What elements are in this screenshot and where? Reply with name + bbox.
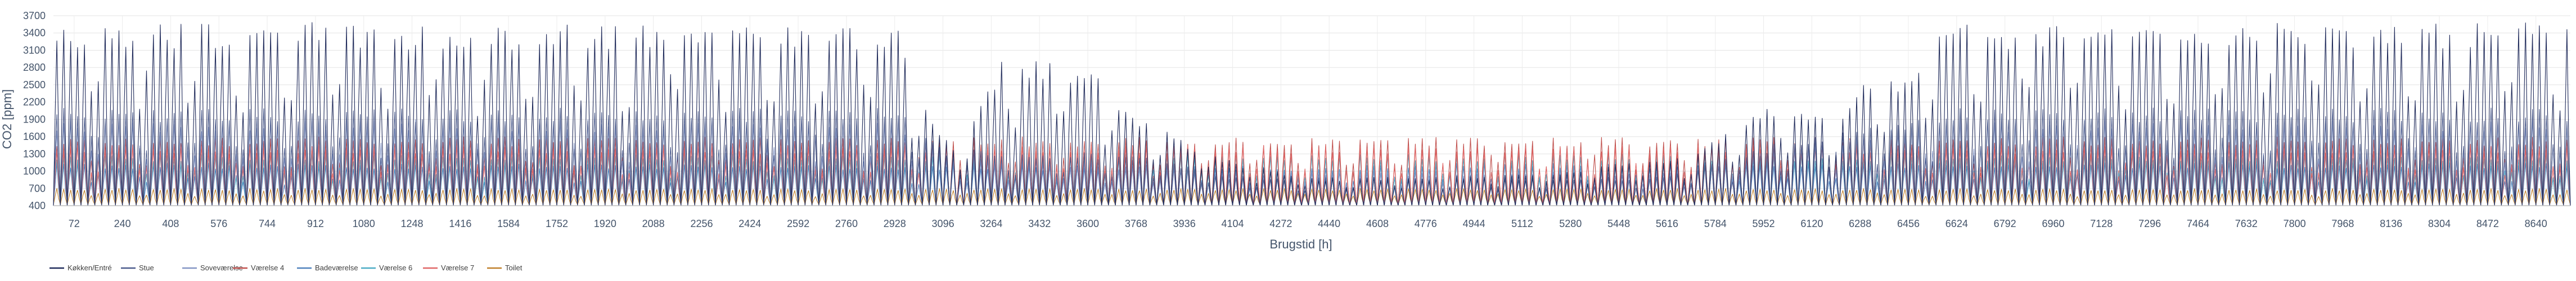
- x-tick-label-4: 744: [259, 218, 276, 229]
- x-tick-label-21: 3600: [1077, 218, 1099, 229]
- x-tick-label-15: 2592: [787, 218, 809, 229]
- x-tick-label-8: 1416: [449, 218, 471, 229]
- x-tick-label-31: 5280: [1559, 218, 1582, 229]
- x-tick-label-36: 6120: [1800, 218, 1823, 229]
- x-tick-label-45: 7632: [2235, 218, 2258, 229]
- y-tick-label-2: 1000: [23, 166, 46, 177]
- x-tick-label-46: 7800: [2284, 218, 2306, 229]
- legend-label-6: Værelse 7: [441, 264, 474, 272]
- y-tick-label-11: 3700: [23, 10, 46, 21]
- x-tick-label-43: 7296: [2138, 218, 2161, 229]
- x-tick-label-9: 1584: [497, 218, 520, 229]
- x-tick-label-49: 8304: [2428, 218, 2451, 229]
- x-tick-label-3: 576: [210, 218, 227, 229]
- x-tick-label-20: 3432: [1028, 218, 1051, 229]
- y-tick-labels: 400 700 1000 1300 1600 1900 2200 2500 2800 3100 34…: [23, 10, 46, 211]
- x-tick-label-41: 6960: [2042, 218, 2064, 229]
- x-tick-label-11: 1920: [594, 218, 616, 229]
- x-tick-label-1: 240: [114, 218, 131, 229]
- x-tick-label-39: 6624: [1945, 218, 1968, 229]
- y-tick-label-9: 3100: [23, 44, 46, 56]
- legend-label-3: Værelse 4: [251, 264, 284, 272]
- x-tick-label-32: 5448: [1607, 218, 1630, 229]
- x-tick-label-29: 4944: [1463, 218, 1485, 229]
- y-tick-label-6: 2200: [23, 97, 46, 108]
- legend-item-1: Stue: [121, 264, 154, 272]
- x-tick-label-34: 5784: [1704, 218, 1727, 229]
- legend-item-5: Værelse 6: [361, 264, 412, 272]
- x-tick-label-48: 8136: [2380, 218, 2402, 229]
- legend-item-0: Køkken/Entré: [49, 264, 112, 272]
- y-tick-label-0: 400: [29, 200, 46, 211]
- legend-item-4: Badeværelse: [297, 264, 358, 272]
- x-tick-label-5: 912: [307, 218, 324, 229]
- y-tick-label-5: 1900: [23, 114, 46, 125]
- series-line-0: [53, 22, 2571, 206]
- legend: Køkken/Entré Stue Soveværelse Værelse 4 Bade…: [49, 264, 523, 272]
- y-tick-label-7: 2500: [23, 79, 46, 90]
- x-tick-label-40: 6792: [1994, 218, 2016, 229]
- x-tick-label-2: 408: [162, 218, 179, 229]
- legend-label-7: Toilet: [505, 264, 523, 272]
- legend-label-2: Soveværelse: [200, 264, 243, 272]
- legend-label-5: Værelse 6: [379, 264, 412, 272]
- legend-item-3: Værelse 4: [233, 264, 284, 272]
- x-tick-label-12: 2088: [642, 218, 665, 229]
- x-tick-label-38: 6456: [1897, 218, 1920, 229]
- x-tick-label-35: 5952: [1753, 218, 1775, 229]
- y-axis-title: CO2 [ppm]: [0, 89, 14, 149]
- x-tick-label-0: 72: [69, 218, 80, 229]
- x-tick-label-44: 7464: [2187, 218, 2209, 229]
- series-line-7: [53, 188, 2571, 205]
- x-tick-label-7: 1248: [401, 218, 424, 229]
- x-axis-title: Brugstid [h]: [1269, 237, 1332, 251]
- legend-item-7: Toilet: [487, 264, 523, 272]
- y-tick-label-10: 3400: [23, 28, 46, 39]
- x-tick-label-22: 3768: [1125, 218, 1147, 229]
- y-tick-label-1: 700: [29, 183, 46, 194]
- x-tick-label-28: 4776: [1415, 218, 1437, 229]
- series-layer: [53, 22, 2571, 206]
- x-tick-label-17: 2928: [884, 218, 906, 229]
- legend-label-4: Badeværelse: [315, 264, 358, 272]
- y-tick-label-8: 2800: [23, 62, 46, 73]
- legend-item-6: Værelse 7: [423, 264, 474, 272]
- x-tick-label-23: 3936: [1173, 218, 1196, 229]
- legend-label-1: Stue: [139, 264, 154, 272]
- x-tick-label-26: 4440: [1318, 218, 1340, 229]
- x-tick-labels: 72 240 408 576 744 912 1080 1248 1416 1584 1752 192…: [69, 218, 2547, 229]
- x-tick-label-19: 3264: [980, 218, 1002, 229]
- x-tick-label-18: 3096: [932, 218, 954, 229]
- x-tick-label-37: 6288: [1849, 218, 1871, 229]
- x-tick-label-42: 7128: [2090, 218, 2113, 229]
- x-tick-label-24: 4104: [1221, 218, 1244, 229]
- legend-item-2: Soveværelse: [182, 264, 243, 272]
- x-tick-label-51: 8640: [2525, 218, 2547, 229]
- x-tick-label-25: 4272: [1269, 218, 1292, 229]
- x-tick-label-50: 8472: [2476, 218, 2499, 229]
- x-tick-label-10: 1752: [546, 218, 568, 229]
- y-tick-label-4: 1600: [23, 131, 46, 142]
- x-tick-label-6: 1080: [353, 218, 375, 229]
- y-tick-label-3: 1300: [23, 148, 46, 160]
- legend-label-0: Køkken/Entré: [67, 264, 112, 272]
- x-tick-label-27: 4608: [1366, 218, 1389, 229]
- x-tick-label-30: 5112: [1511, 218, 1533, 229]
- x-tick-label-14: 2424: [738, 218, 761, 229]
- x-tick-label-47: 7968: [2331, 218, 2354, 229]
- grid-lines: [53, 15, 2570, 206]
- x-tick-label-16: 2760: [835, 218, 858, 229]
- x-tick-label-33: 5616: [1656, 218, 1678, 229]
- x-tick-label-13: 2256: [690, 218, 713, 229]
